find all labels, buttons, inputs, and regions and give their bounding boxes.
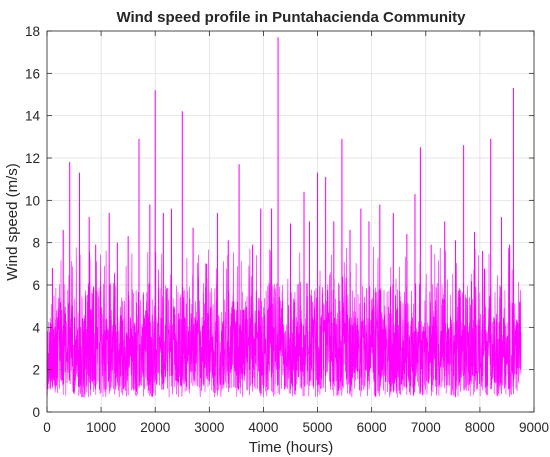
y-tick-label: 18 bbox=[25, 24, 40, 39]
x-tick-label: 7000 bbox=[411, 420, 441, 435]
plot-frame bbox=[46, 30, 535, 413]
y-tick-label: 14 bbox=[25, 109, 41, 124]
y-axis-label: Wind speed (m/s) bbox=[4, 163, 21, 281]
x-tick-label: 4000 bbox=[248, 420, 278, 435]
y-tick-label: 4 bbox=[32, 320, 40, 335]
y-tick-label: 2 bbox=[32, 363, 40, 378]
x-axis-ticks: 0 1000 2000 3000 4000 5000 6000 7000 8000 9000 bbox=[43, 31, 549, 435]
y-tick-label: 0 bbox=[32, 405, 40, 420]
y-axis-ticks: 0 2 4 6 8 10 12 14 16 18 bbox=[25, 24, 534, 420]
x-tick-label: 1000 bbox=[86, 420, 116, 435]
y-tick-label: 12 bbox=[25, 151, 40, 166]
x-tick-label: 8000 bbox=[465, 420, 495, 435]
chart-title: Wind speed profile in Puntahacienda Comm… bbox=[116, 9, 466, 26]
x-tick-label: 6000 bbox=[357, 420, 387, 435]
x-tick-label: 5000 bbox=[303, 420, 333, 435]
x-axis-label: Time (hours) bbox=[249, 439, 333, 456]
x-tick-label: 9000 bbox=[519, 420, 549, 435]
x-tick-label: 2000 bbox=[140, 420, 170, 435]
y-tick-label: 8 bbox=[32, 236, 40, 251]
y-tick-label: 16 bbox=[25, 66, 40, 81]
x-tick-label: 0 bbox=[43, 420, 51, 435]
x-tick-label: 3000 bbox=[194, 420, 224, 435]
series-line bbox=[46, 37, 522, 398]
y-tick-label: 6 bbox=[32, 278, 40, 293]
series-layer bbox=[46, 37, 522, 398]
y-tick-label: 10 bbox=[25, 193, 40, 208]
